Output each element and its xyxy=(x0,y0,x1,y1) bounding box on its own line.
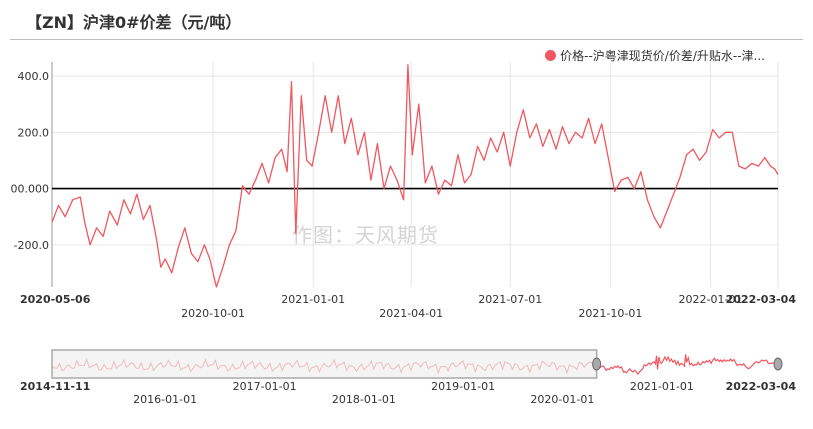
navigator-tick-label: 2019-01-01 xyxy=(431,380,495,393)
x-tick-label: 2021-04-01 xyxy=(379,307,443,320)
legend-label: 价格--沪粤津现货价/价差/升贴水--津... xyxy=(560,49,765,63)
x-tick-label: 2022-01-01 xyxy=(679,293,743,306)
navigator-history-series xyxy=(51,357,598,375)
legend-dot xyxy=(545,50,557,61)
x-tick-label: 2021-01-01 xyxy=(281,293,345,306)
x-tick-label: 2020-05-06 xyxy=(20,293,91,306)
legend[interactable]: 价格--沪粤津现货价/价差/升贴水--津... xyxy=(545,47,765,64)
navigator-handle-left xyxy=(592,357,602,371)
x-tick-label: 2021-07-01 xyxy=(478,293,542,306)
y-tick-label: 200.0 xyxy=(18,126,50,139)
y-tick-label: -200.0 xyxy=(14,239,49,252)
navigator-tick-label: 2017-01-01 xyxy=(233,380,297,393)
y-tick-label: 400.0 xyxy=(18,70,50,83)
navigator-tick-label: 2020-01-01 xyxy=(530,393,594,406)
page-title: 【ZN】沪津0#价差（元/吨） xyxy=(26,13,242,32)
series-line xyxy=(51,64,779,288)
watermark-text: 作图：天风期货 xyxy=(292,223,439,247)
navigator-window xyxy=(51,349,598,379)
x-tick-label: 2020-10-01 xyxy=(181,307,245,320)
x-tick-label: 2022-03-04 xyxy=(726,293,797,306)
y-tick-label: 00.000 xyxy=(11,183,50,196)
navigator-tick-label: 2021-01-01 xyxy=(630,380,694,393)
navigator-tick-label: 2014-11-11 xyxy=(20,380,90,393)
navigator-tick-label: 2022-03-04 xyxy=(726,380,797,393)
navigator-tick-label: 2016-01-01 xyxy=(133,393,197,406)
navigator-tick-label: 2018-01-01 xyxy=(332,393,396,406)
title-bar: 【ZN】沪津0#价差（元/吨） xyxy=(10,0,803,40)
navigator-series xyxy=(596,354,779,375)
navigator-handle-right xyxy=(773,357,783,371)
x-tick-label: 2021-10-01 xyxy=(578,307,642,320)
